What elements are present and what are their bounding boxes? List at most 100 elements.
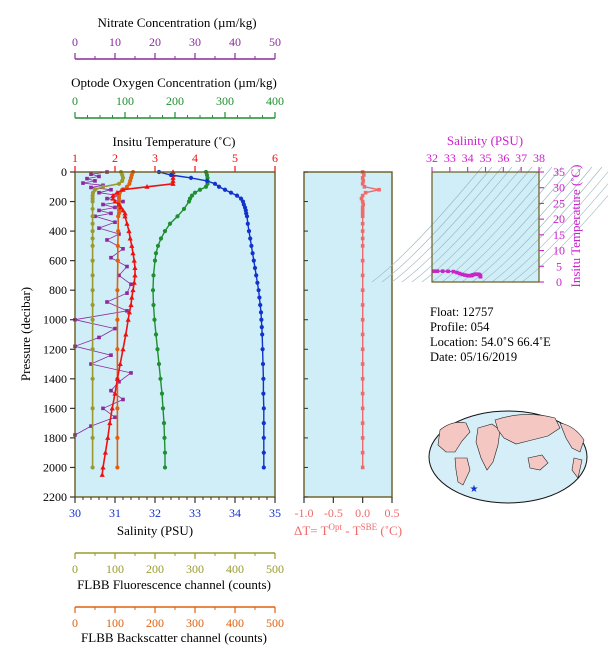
density-contour xyxy=(391,166,503,283)
nitrate-point xyxy=(113,220,117,225)
delta-t-point xyxy=(360,406,365,411)
nitrate-point xyxy=(105,300,109,304)
temperature-axis-tick-label: 2 xyxy=(112,151,118,165)
ts-point xyxy=(431,269,436,273)
salinity-point xyxy=(251,258,256,263)
ts-temperature-tick-label: 35 xyxy=(553,165,565,179)
ts-temperature-tick-label: 10 xyxy=(553,244,565,258)
temperature-point xyxy=(130,250,136,256)
temperature-point xyxy=(120,186,126,192)
density-contour xyxy=(441,166,553,283)
fluorescence-axis: 0 100 200 300 400 500 xyxy=(72,552,284,576)
nitrate-point xyxy=(101,202,105,207)
salinity-point xyxy=(256,288,261,293)
delta-t-point xyxy=(360,465,365,470)
delta-t-point xyxy=(360,176,365,180)
nitrate-axis-tick-label: 30 xyxy=(189,35,201,49)
temperature-axis-tick-label: 4 xyxy=(192,151,198,165)
backscatter-point xyxy=(124,184,130,189)
salinity-point xyxy=(254,273,259,278)
delta-t-point xyxy=(360,377,365,381)
salinity-point xyxy=(261,421,266,426)
ts-temperature-tick-label: 25 xyxy=(553,196,565,210)
delta-t-plot-area xyxy=(304,172,392,497)
salinity-point xyxy=(255,280,260,285)
fluorescence-point xyxy=(90,206,95,212)
oxygen-point xyxy=(203,184,209,189)
temperature-point xyxy=(130,287,136,293)
delta-t-marks xyxy=(359,170,381,470)
main-plot-frame xyxy=(74,171,276,498)
nitrate-axis-tick-label: 10 xyxy=(109,35,121,49)
info-location: Location: 54.0˚S 66.4˚E xyxy=(430,335,551,349)
fluorescence-axis-tick-label: 300 xyxy=(186,562,204,576)
temperature-point xyxy=(128,302,134,307)
ts-marks xyxy=(431,269,483,279)
nitrate-point xyxy=(97,226,101,230)
temperature-point xyxy=(120,346,126,352)
nitrate-point xyxy=(105,196,109,201)
oxygen-axis-tick-label: 300 xyxy=(216,94,234,108)
ts-salinity-tick-label: 32 xyxy=(426,151,438,165)
temperature-point xyxy=(170,181,176,186)
fluorescence-axis-title: FLBB Fluorescence channel (counts) xyxy=(77,577,271,592)
density-contour xyxy=(431,166,543,283)
density-contour xyxy=(381,166,493,283)
nitrate-point xyxy=(109,255,113,260)
backscatter-point xyxy=(115,435,120,441)
temperature-point xyxy=(122,210,128,216)
map-land-africa xyxy=(475,423,501,471)
fluorescence-point xyxy=(90,199,95,204)
salinity-axis: 30 31 32 33 34 35 xyxy=(69,497,281,520)
delta-t-point xyxy=(361,179,366,183)
nitrate-axis-title: Nitrate Concentration (µm/kg) xyxy=(97,15,256,30)
nitrate-axis-tick-label: 20 xyxy=(149,35,161,49)
temperature-point xyxy=(110,192,116,198)
delta-t-point xyxy=(360,317,365,322)
temperature-axis-title: Insitu Temperature (˚C) xyxy=(112,134,235,149)
nitrate-point xyxy=(117,379,121,384)
ts-salinity-tick-label: 38 xyxy=(533,151,545,165)
delta-t-point xyxy=(360,214,365,219)
temperature-point xyxy=(170,175,176,180)
delta-t-point xyxy=(360,221,365,226)
backscatter-point xyxy=(115,243,120,248)
fluorescence-point xyxy=(90,193,95,198)
nitrate-point xyxy=(125,291,129,295)
delta-t-axis-tick-label: -1.0 xyxy=(295,506,314,520)
oxygen-point xyxy=(156,361,162,367)
delta-t-point xyxy=(377,187,381,192)
temperature-point xyxy=(126,228,132,234)
fluorescence-point xyxy=(90,243,95,248)
main-plot-area xyxy=(75,172,275,497)
oxygen-point xyxy=(158,376,163,381)
nitrate-point xyxy=(121,397,125,402)
delta-t-point xyxy=(360,258,365,263)
oxygen-point xyxy=(159,391,165,396)
nitrate-point xyxy=(97,335,101,340)
nitrate-point xyxy=(129,282,133,287)
ts-salinity-tick-label: 35 xyxy=(480,151,492,165)
oxygen-point xyxy=(197,187,203,192)
backscatter-point xyxy=(116,199,122,204)
delta-t-axis: -1.0 -0.5 0.0 0.5 xyxy=(295,171,400,520)
salinity-point xyxy=(261,465,266,470)
temperature-point xyxy=(122,213,128,219)
fluorescence-axis-tick-label: 100 xyxy=(106,562,124,576)
nitrate-point xyxy=(93,214,97,219)
map-land-australia xyxy=(527,454,549,471)
temperature-point xyxy=(125,316,131,322)
fluorescence-point xyxy=(92,187,98,192)
fluorescence-point xyxy=(90,302,95,308)
nitrate-point xyxy=(97,174,101,179)
delta-t-point xyxy=(360,193,365,198)
fluorescence-point xyxy=(90,196,95,201)
pressure-axis-title: Pressure (decibar) xyxy=(18,287,33,381)
delta-t-axis-tick-label: -0.5 xyxy=(324,506,343,520)
backscatter-axis: 0 100 200 300 400 500 xyxy=(72,606,284,630)
ts-point xyxy=(463,273,467,277)
fluorescence-point xyxy=(90,258,95,263)
temperature-point xyxy=(131,279,137,285)
delta-t-point xyxy=(359,196,364,201)
pressure-axis-tick-label: 1600 xyxy=(43,401,67,415)
